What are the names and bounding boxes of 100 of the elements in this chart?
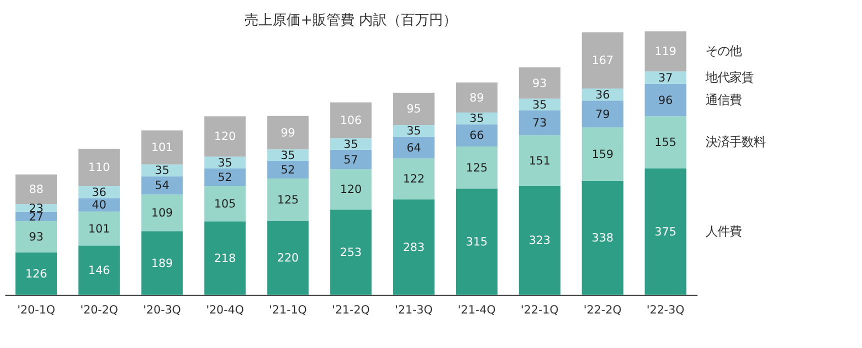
data-label: 315 xyxy=(466,234,488,249)
bar xyxy=(456,146,498,189)
series-label: 人件費 xyxy=(705,224,742,238)
bar xyxy=(393,158,435,200)
bar xyxy=(330,102,372,138)
data-label: 88 xyxy=(28,182,44,196)
series-label: その他 xyxy=(705,44,742,58)
x-tick-label: '22-3Q xyxy=(646,302,685,316)
x-tick-label: '20-3Q xyxy=(143,302,182,316)
bar xyxy=(141,194,183,232)
bar xyxy=(78,212,120,246)
bar xyxy=(456,82,498,112)
bar xyxy=(518,186,560,295)
x-tick-label: '20-2Q xyxy=(80,302,118,316)
bar xyxy=(644,31,686,72)
data-label: 151 xyxy=(528,153,551,168)
data-label: 109 xyxy=(151,206,173,220)
bar xyxy=(393,136,435,158)
bar xyxy=(582,32,624,89)
data-label: 105 xyxy=(214,196,236,210)
bar xyxy=(78,246,120,295)
bar xyxy=(330,138,372,150)
x-tick-label: '21-4Q xyxy=(458,302,496,316)
data-label: 110 xyxy=(88,160,110,174)
bar xyxy=(267,149,309,162)
bar xyxy=(393,92,435,125)
bar xyxy=(393,199,435,295)
bar xyxy=(582,127,624,181)
data-label: 95 xyxy=(406,102,422,116)
bar xyxy=(518,135,560,186)
bar xyxy=(204,116,246,157)
data-label: 159 xyxy=(592,146,614,161)
data-label: 96 xyxy=(658,92,673,107)
data-label: 35 xyxy=(344,136,358,151)
chart-title: 売上原価+販管費 内訳（百万円） xyxy=(244,12,458,29)
data-label: 120 xyxy=(340,182,362,196)
bar xyxy=(141,176,183,194)
data-label: 323 xyxy=(528,233,551,248)
data-label: 218 xyxy=(214,250,236,265)
bar xyxy=(267,220,309,295)
x-tick-label: '22-1Q xyxy=(520,302,559,316)
bar xyxy=(644,84,686,116)
data-label: 375 xyxy=(654,224,676,238)
bar xyxy=(204,221,246,295)
data-label: 79 xyxy=(595,106,610,121)
bar xyxy=(330,169,372,210)
bar xyxy=(518,67,560,99)
data-label: 35 xyxy=(406,124,422,138)
bar xyxy=(582,180,624,295)
data-label: 220 xyxy=(277,250,299,265)
data-label: 40 xyxy=(92,198,106,212)
bar xyxy=(141,130,183,164)
data-label: 338 xyxy=(592,230,614,245)
data-label: 36 xyxy=(595,87,610,102)
bar xyxy=(267,161,309,179)
data-label: 36 xyxy=(92,184,106,199)
bar xyxy=(15,221,57,252)
data-label: 35 xyxy=(218,155,232,170)
data-label: 125 xyxy=(277,192,299,206)
data-label: 93 xyxy=(532,76,547,90)
data-label: 52 xyxy=(280,162,296,177)
x-tick-label: '21-1Q xyxy=(269,302,307,316)
data-label: 35 xyxy=(280,148,296,162)
x-tick-label: '21-2Q xyxy=(332,302,370,316)
data-label: 52 xyxy=(218,170,232,184)
data-label: 66 xyxy=(470,128,484,142)
series-label: 決済手数料 xyxy=(705,135,766,150)
bar xyxy=(456,124,498,147)
bar xyxy=(644,116,686,168)
bar xyxy=(644,168,686,295)
bar xyxy=(456,188,498,295)
data-label: 167 xyxy=(592,53,614,68)
bar xyxy=(644,71,686,84)
data-label: 189 xyxy=(151,256,173,270)
data-label: 101 xyxy=(88,221,110,236)
data-label: 155 xyxy=(654,135,676,150)
data-label: 122 xyxy=(402,172,425,186)
bar xyxy=(456,112,498,124)
bar xyxy=(78,148,120,186)
bar xyxy=(330,210,372,295)
data-label: 73 xyxy=(532,116,547,130)
data-label: 120 xyxy=(214,129,236,144)
data-label: 99 xyxy=(280,125,296,140)
bar xyxy=(330,150,372,170)
data-label: 54 xyxy=(154,178,170,192)
bar xyxy=(141,231,183,295)
bar xyxy=(518,110,560,136)
bar xyxy=(204,168,246,186)
data-label: 35 xyxy=(154,163,170,178)
data-label: 106 xyxy=(340,113,362,128)
data-label: 125 xyxy=(466,160,488,174)
bar xyxy=(204,156,246,168)
bar xyxy=(267,116,309,150)
x-tick-label: '20-4Q xyxy=(206,302,244,316)
x-tick-label: '21-3Q xyxy=(394,302,433,316)
bar xyxy=(15,174,57,204)
data-label: 283 xyxy=(402,240,425,254)
data-label: 37 xyxy=(658,70,673,84)
data-label: 253 xyxy=(340,245,362,260)
bar xyxy=(204,186,246,222)
